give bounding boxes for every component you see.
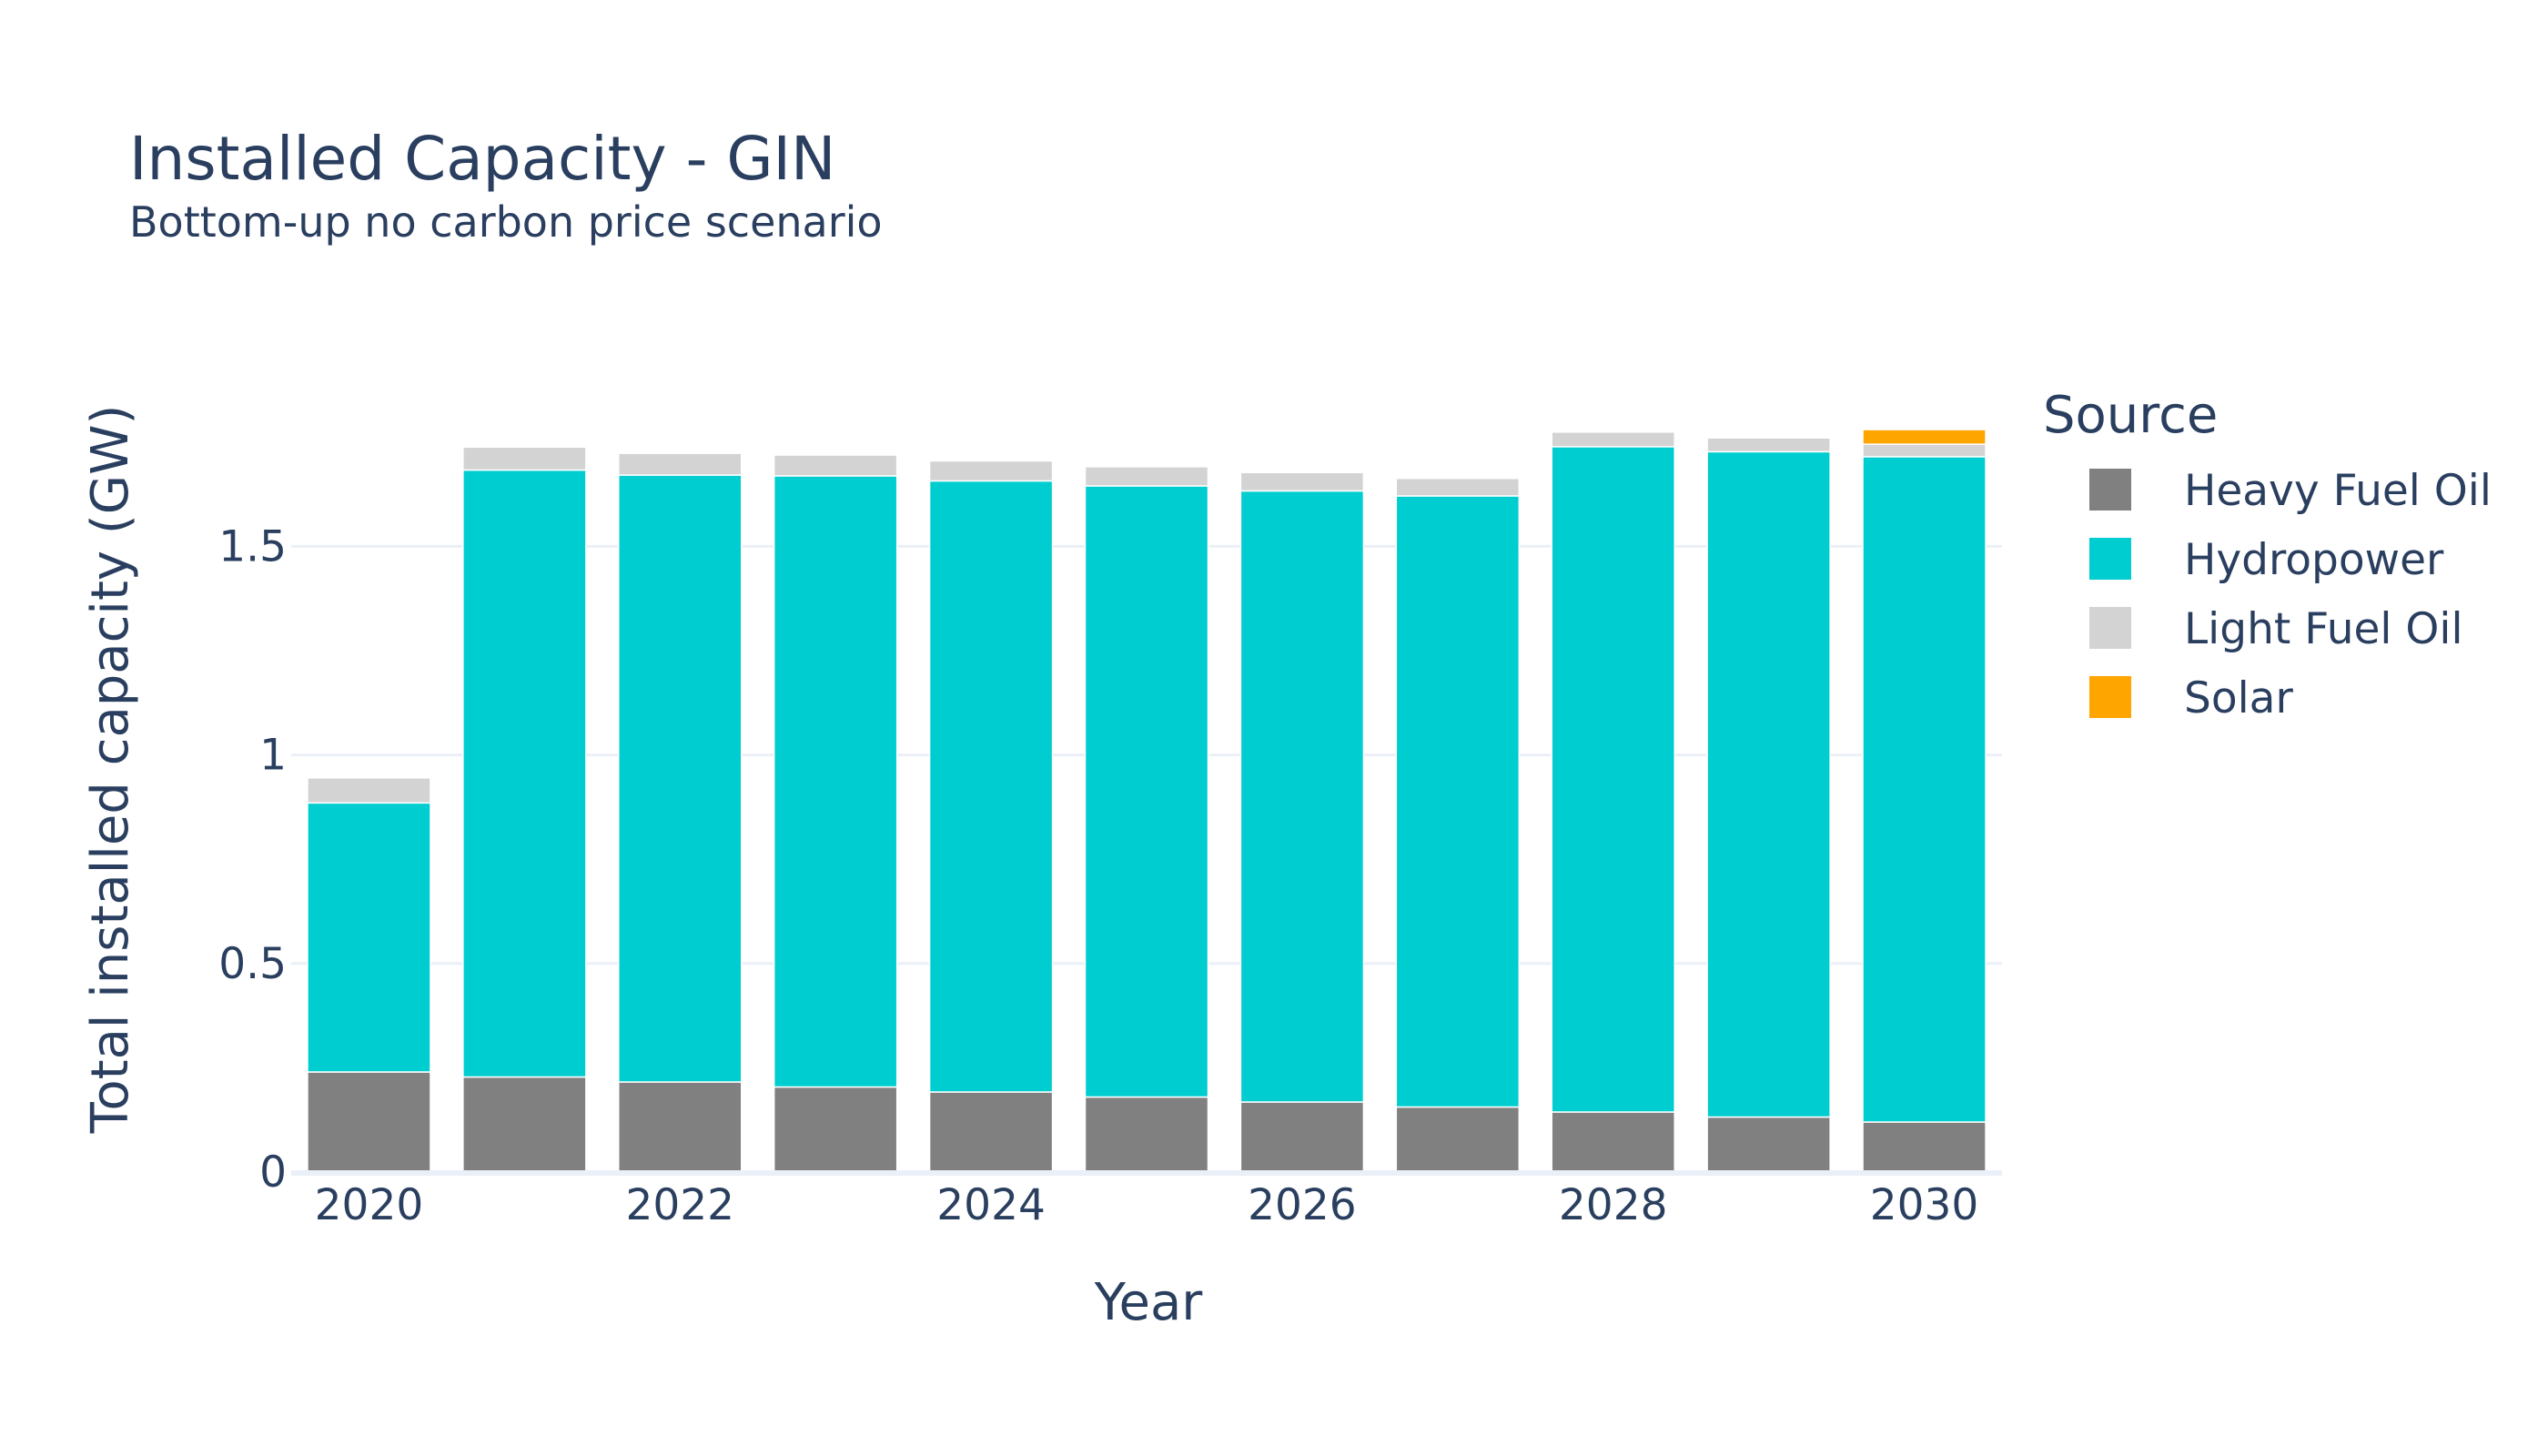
bar-segment [1706,450,1831,1118]
y-tick-label: 0 [259,1148,287,1198]
x-tick-label: 2022 [625,1180,734,1230]
bar-segment [307,1071,431,1173]
bars [307,429,1987,1173]
y-axis-ticks: 0 0.5 1 1.5 [218,521,287,1198]
y-axis-title: Total installed capacity (GW) [81,405,140,1135]
bar-segment [1551,446,1675,1113]
bar-segment [1395,495,1521,1108]
bar-segment [462,446,587,471]
y-tick-label: 1 [259,731,287,781]
bar-segment [773,1086,898,1173]
bar-segment [1395,477,1521,497]
bar-segment [1551,1111,1675,1173]
legend-label[interactable]: Heavy Fuel Oil [2184,466,2492,516]
bar-segment [1862,456,1987,1123]
legend-label[interactable]: Light Fuel Oil [2184,604,2463,654]
legend-swatch[interactable] [2089,607,2131,649]
bar-segment [1862,443,1987,458]
x-tick-label: 2030 [1870,1180,1979,1230]
bar-segment [1551,431,1675,448]
x-axis-title: Year [1094,1273,1204,1332]
bar-segment [1084,1096,1209,1173]
bar-segment [618,474,743,1083]
x-tick-label: 2026 [1248,1180,1357,1230]
bar-segment [1239,1101,1365,1173]
bar-segment [1862,1121,1987,1173]
bar-segment [1706,437,1831,453]
bar-segment [307,777,431,804]
bar-segment [1706,1116,1831,1173]
bar-segment [1395,1106,1521,1173]
bar-segment [773,475,898,1088]
bar-segment [928,460,1054,482]
chart-subtitle: Bottom-up no carbon price scenario [129,197,883,247]
bar-segment [773,454,898,477]
bar-segment [1084,485,1209,1098]
bar-segment [618,1081,743,1173]
x-tick-label: 2020 [315,1180,424,1230]
chart-title: Installed Capacity - GIN [129,124,835,194]
y-tick-label: 1.5 [218,521,287,571]
legend-label[interactable]: Hydropower [2184,535,2444,585]
x-tick-label: 2028 [1559,1180,1668,1230]
legend-swatch[interactable] [2089,538,2131,580]
bar-segment [307,802,431,1073]
x-axis-ticks: 2020 2022 2024 2026 2028 2030 [315,1180,1979,1230]
bar-segment [1239,490,1365,1103]
legend-swatch[interactable] [2089,676,2131,718]
bar-segment [1239,471,1365,492]
bar-segment [1862,429,1987,445]
bar-segment [928,480,1054,1093]
legend: Heavy Fuel Oil Hydropower Light Fuel Oil So… [2089,466,2492,723]
bar-segment [1084,466,1209,487]
legend-label[interactable]: Solar [2184,673,2293,723]
bar-segment [618,452,743,476]
y-tick-label: 0.5 [218,939,287,989]
legend-swatch[interactable] [2089,469,2131,511]
bar-segment [928,1091,1054,1173]
bar-segment [462,469,587,1078]
x-tick-label: 2024 [936,1180,1046,1230]
legend-title: Source [2043,386,2218,445]
bar-segment [462,1076,587,1173]
